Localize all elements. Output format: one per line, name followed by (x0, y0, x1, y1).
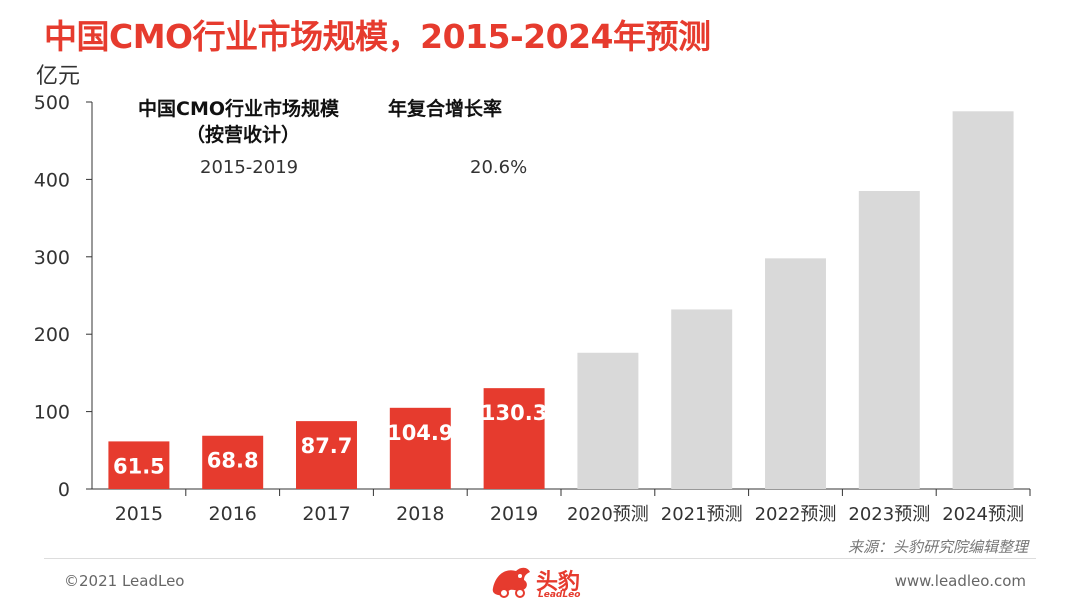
x-tick-label: 2022预测 (755, 504, 837, 525)
y-tick-label: 200 (34, 324, 70, 346)
bar-forecast (671, 309, 733, 489)
bar-forecast (577, 352, 639, 489)
page-title: 中国CMO行业市场规模，2015-2024年预测 (44, 17, 711, 56)
x-tick-label: 2020预测 (567, 504, 649, 525)
x-tick-label: 2024预测 (942, 504, 1024, 525)
bar-forecast (858, 191, 920, 489)
bar-chart: 0 100 200 300 400 500 61.5 2015 68.8 2016 87.7 2017… (34, 92, 1031, 525)
y-tick-label: 500 (34, 92, 70, 114)
y-tick-label: 0 (58, 479, 70, 501)
legend-metric-label: 中国CMO行业市场规模 (138, 98, 340, 120)
y-axis-unit: 亿元 (36, 64, 81, 89)
bar-actual (483, 388, 545, 489)
y-tick-label: 300 (34, 247, 70, 269)
legend-period: 2015-2019 (200, 157, 299, 178)
x-tick-label: 2015 (115, 503, 163, 525)
bar-actual (202, 435, 264, 489)
bar-data-label: 68.8 (207, 449, 259, 473)
y-tick-label: 400 (34, 169, 70, 191)
bar-data-label: 61.5 (113, 454, 165, 478)
leopard-icon (492, 567, 530, 598)
bar-data-label: 130.3 (481, 401, 547, 425)
x-tick-label: 2021预测 (661, 504, 743, 525)
y-tick-label: 100 (34, 402, 70, 424)
leadleo-logo: 头豹 LeadLeo (490, 562, 581, 600)
bar-actual (296, 421, 357, 489)
x-tick-label: 2023预测 (848, 504, 930, 525)
bar-actual (389, 407, 451, 489)
logo-subtitle: LeadLeo (538, 590, 581, 600)
bar-forecast (765, 258, 826, 489)
x-tick-label: 2018 (396, 503, 444, 525)
source-note: 来源：头豹研究院编辑整理 (847, 538, 1028, 556)
x-tick-label: 2016 (209, 503, 257, 525)
footer-divider (44, 558, 1036, 559)
bar-data-label: 87.7 (301, 434, 353, 458)
bar-actual (108, 441, 170, 489)
legend-cagr-header: 年复合增长率 (388, 98, 503, 120)
legend-cagr-value: 20.6% (470, 157, 528, 178)
x-tick-label: 2019 (490, 503, 538, 525)
bar-data-label: 104.9 (387, 421, 453, 445)
copyright-text: ©2021 LeadLeo (64, 572, 185, 590)
logo-name: 头豹 (536, 570, 581, 595)
legend-metric-sublabel: （按营收计） (186, 124, 301, 146)
bar-forecast (952, 111, 1014, 490)
x-tick-label: 2017 (302, 503, 350, 525)
website-link[interactable]: www.leadleo.com (894, 572, 1026, 590)
